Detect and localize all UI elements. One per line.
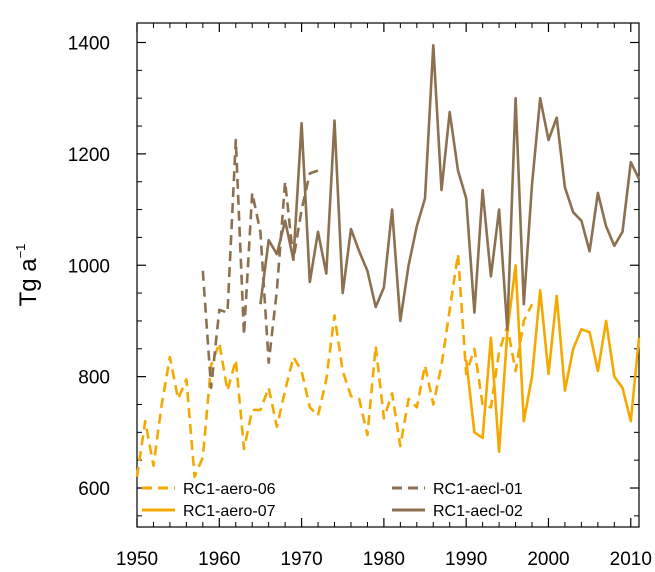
y-tick-label: 600 [78, 479, 110, 500]
axis-ticks [136, 23, 639, 527]
legend-label-aecl-01: RC1-aecl-01 [433, 481, 523, 498]
x-tick-label: 2000 [527, 549, 569, 570]
y-axis-label: Tg a−1 [13, 244, 42, 307]
legend-label-aecl-02: RC1-aecl-02 [433, 503, 523, 520]
legend-label-aero-07: RC1-aero-07 [183, 503, 276, 520]
y-tick-labels: 600 800 1000 1200 1400 [68, 33, 110, 500]
legend: RC1-aero-06 RC1-aero-07 RC1-aecl-01 RC1-… [142, 481, 523, 520]
series-line-rc1-aecl-01 [201, 138, 319, 390]
x-tick-label: 1960 [198, 549, 240, 570]
legend-label-aero-06: RC1-aero-06 [183, 481, 276, 498]
y-axis-label-exponent: −1 [13, 244, 28, 259]
y-axis-label-main: Tg a [15, 258, 42, 307]
x-tick-label: 1980 [363, 549, 405, 570]
x-tick-label: 1990 [445, 549, 487, 570]
y-tick-label: 800 [78, 368, 110, 389]
x-tick-label: 1950 [116, 549, 158, 570]
x-tick-label: 2010 [610, 549, 652, 570]
x-tick-label: 1970 [280, 549, 322, 570]
series-line-rc1-aero-07 [464, 263, 641, 454]
series-line-rc1-aecl-02 [259, 43, 641, 331]
y-tick-label: 1000 [68, 256, 110, 277]
series-lines [135, 43, 641, 479]
y-tick-label: 1200 [68, 145, 110, 166]
series-line-rc1-aero-06 [135, 252, 534, 479]
y-tick-label: 1400 [68, 33, 110, 54]
plot-frame [136, 22, 640, 528]
x-tick-labels: 1950 1960 1970 1980 1990 2000 2010 [116, 549, 652, 570]
